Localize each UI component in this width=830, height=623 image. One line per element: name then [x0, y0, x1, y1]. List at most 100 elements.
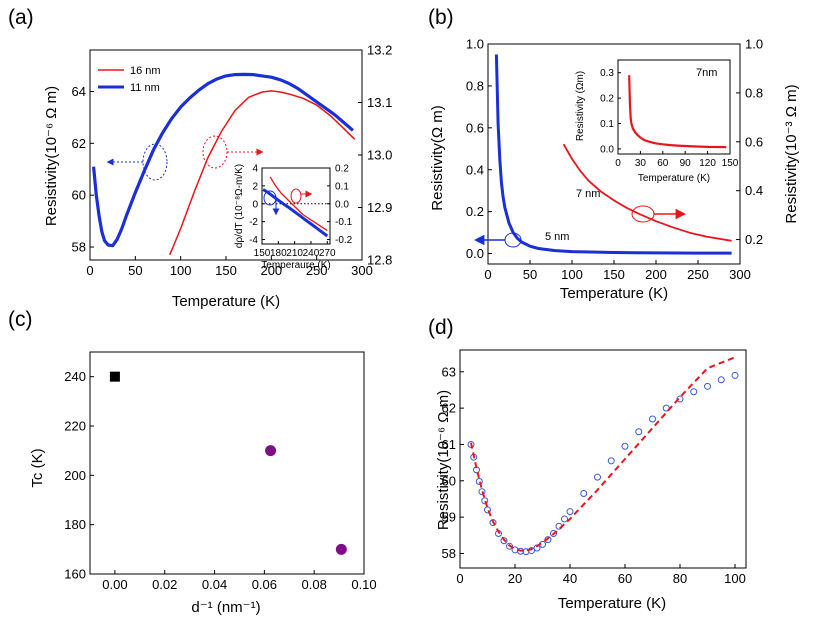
measured-point: [478, 488, 486, 496]
y2-tick-label: 0.2: [745, 232, 763, 247]
inset-b-series: [628, 75, 727, 149]
y-tick-label: 62: [72, 136, 86, 151]
panel-d-points: [467, 371, 739, 556]
y2-tick-label: 0.2: [335, 164, 349, 175]
inset-a-x-ticks: 150 180 210 240 270: [254, 241, 336, 259]
y-tick-label: 2: [252, 181, 258, 192]
y2-tick-label: 0.0: [335, 199, 349, 210]
x-tick-label: 300: [729, 267, 751, 282]
y2-tick-label: 13.0: [367, 148, 392, 163]
panel-c-points: [109, 371, 347, 555]
panel-b-y2-axis-title: Resistivity(10⁻³ Ω m): [783, 84, 800, 223]
panel-d-frame: [459, 349, 747, 569]
inset-b-x-ticks: 0 30 60 90 120 150: [615, 151, 739, 169]
x-tick-label: 80: [673, 571, 687, 586]
inset-b-frame: [617, 59, 731, 155]
inset-a-ellipse-16nm: [290, 188, 302, 204]
inset-a-y-ticks: -4 -2 0 2 4: [249, 164, 265, 246]
panel-d-y-axis-title: Resistivity(10⁻⁶ Ω m): [435, 390, 452, 530]
panel-c-x-ticks: 0.00 0.02 0.04 0.06 0.08 0.10: [102, 570, 377, 592]
series-line-11nm: [262, 188, 329, 238]
measured-point: [731, 371, 739, 379]
y-tick-label: 0.0: [466, 246, 484, 261]
inset-b-y-ticks: 0.0 0.1 0.2 0.3: [600, 68, 621, 155]
tc-point-circle: [265, 445, 277, 457]
series-line-11nm: [92, 72, 354, 248]
x-tick-label: 0.08: [302, 577, 327, 592]
y-tick-label: 63: [442, 364, 456, 379]
x-tick-label: 0.00: [102, 577, 127, 592]
x-tick-label: 0: [484, 267, 491, 282]
inset-a-y2-ticks: -0.2 -0.1 0.0 0.1 0.2: [327, 164, 353, 246]
panel-b-series: [494, 54, 732, 255]
y-tick-label: 200: [64, 468, 86, 483]
measured-point: [717, 376, 725, 384]
panel-d-y-ticks: 58 59 60 61 62 63: [442, 364, 464, 561]
measured-point: [690, 388, 698, 396]
x-tick-label: 0.04: [202, 577, 227, 592]
x-tick-label: 100: [724, 571, 746, 586]
x-tick-label: 100: [561, 267, 583, 282]
x-tick-label: 0: [456, 571, 463, 586]
y-tick-label: 59: [442, 510, 456, 525]
x-tick-label: 30: [635, 158, 647, 169]
legend-11nm-label: 11 nm: [130, 82, 160, 94]
panel-d-x-ticks: 0 20 40 60 80 100: [456, 564, 746, 586]
series-line-7nm: [628, 75, 727, 149]
x-tick-label: 150: [254, 248, 271, 259]
annotation-ellipse-11nm: [142, 143, 168, 181]
panel-c-label: (c): [8, 308, 33, 331]
y-tick-label: 58: [442, 546, 456, 561]
panel-d: (d) 0 20 40 60 80 100 58 59 60 61 62 63 Temperatur…: [428, 316, 747, 612]
panel-c-y-ticks: 160 180 200 220 240: [64, 369, 94, 582]
y-tick-label: 61: [442, 437, 456, 452]
y-tick-label: 180: [64, 517, 86, 532]
measured-point: [506, 542, 513, 550]
measured-point: [635, 428, 643, 436]
series-line-16nm: [269, 176, 328, 232]
panel-a-y-axis-title: Resistivity(10⁻⁶ Ω m): [43, 86, 60, 226]
y-tick-label: 0.2: [466, 204, 484, 219]
measured-point: [594, 473, 601, 481]
measured-point: [467, 440, 475, 448]
series-line-fit: [470, 356, 736, 552]
x-tick-label: 50: [128, 263, 142, 278]
panel-a: (a) 0 50 100 150 200 250 300 58 60 62 64 12.8 12.9…: [8, 6, 392, 310]
x-tick-label: 270: [319, 248, 336, 259]
panel-c-y-axis-title: Tc (K): [29, 448, 46, 487]
measured-point: [481, 497, 489, 505]
measured-point: [550, 529, 557, 537]
y-tick-label: 0: [252, 199, 258, 210]
y2-tick-label: 13.2: [367, 43, 392, 58]
y-tick-label: 1.0: [466, 37, 484, 52]
y2-tick-label: 12.9: [367, 200, 392, 215]
x-tick-label: 90: [680, 158, 692, 169]
y2-tick-label: -0.2: [335, 235, 353, 246]
y-tick-label: 0.2: [600, 94, 614, 105]
x-tick-label: 0.02: [152, 577, 177, 592]
y-tick-label: 4: [252, 164, 258, 175]
x-tick-label: 0.10: [351, 577, 376, 592]
y2-tick-label: 0.6: [745, 134, 763, 149]
y-tick-label: 0.0: [600, 144, 614, 155]
y-tick-label: 64: [72, 84, 86, 99]
panel-a-x-axis-title: Temperature (K): [172, 293, 280, 310]
panel-d-x-axis-title: Temperature (K): [558, 595, 666, 612]
x-tick-label: 40: [563, 571, 577, 586]
y-tick-label: 0.1: [600, 119, 614, 130]
tc-point-square: [109, 371, 120, 382]
y-tick-label: -2: [249, 217, 258, 228]
measured-point: [500, 537, 508, 545]
x-tick-label: 60: [618, 571, 632, 586]
panel-b-inset: 0 30 60 90 120 150 0.0 0.1 0.2 0.3 Temperature (…: [575, 59, 739, 184]
panel-a-series: [92, 72, 356, 256]
panel-c: (c) 0.00 0.02 0.04 0.06 0.08 0.10 160 180 200 22…: [8, 308, 377, 616]
series-line-5nm: [494, 54, 732, 255]
y-tick-label: 160: [64, 567, 86, 582]
x-tick-label: 150: [722, 158, 739, 169]
y2-tick-label: -0.1: [335, 217, 353, 228]
panel-a-y-ticks: 58 60 62 64: [72, 84, 94, 255]
panel-b-y2-ticks: 0.2 0.4 0.6 0.8 1.0: [736, 37, 763, 247]
x-tick-label: 250: [306, 263, 328, 278]
measured-point: [704, 382, 711, 390]
